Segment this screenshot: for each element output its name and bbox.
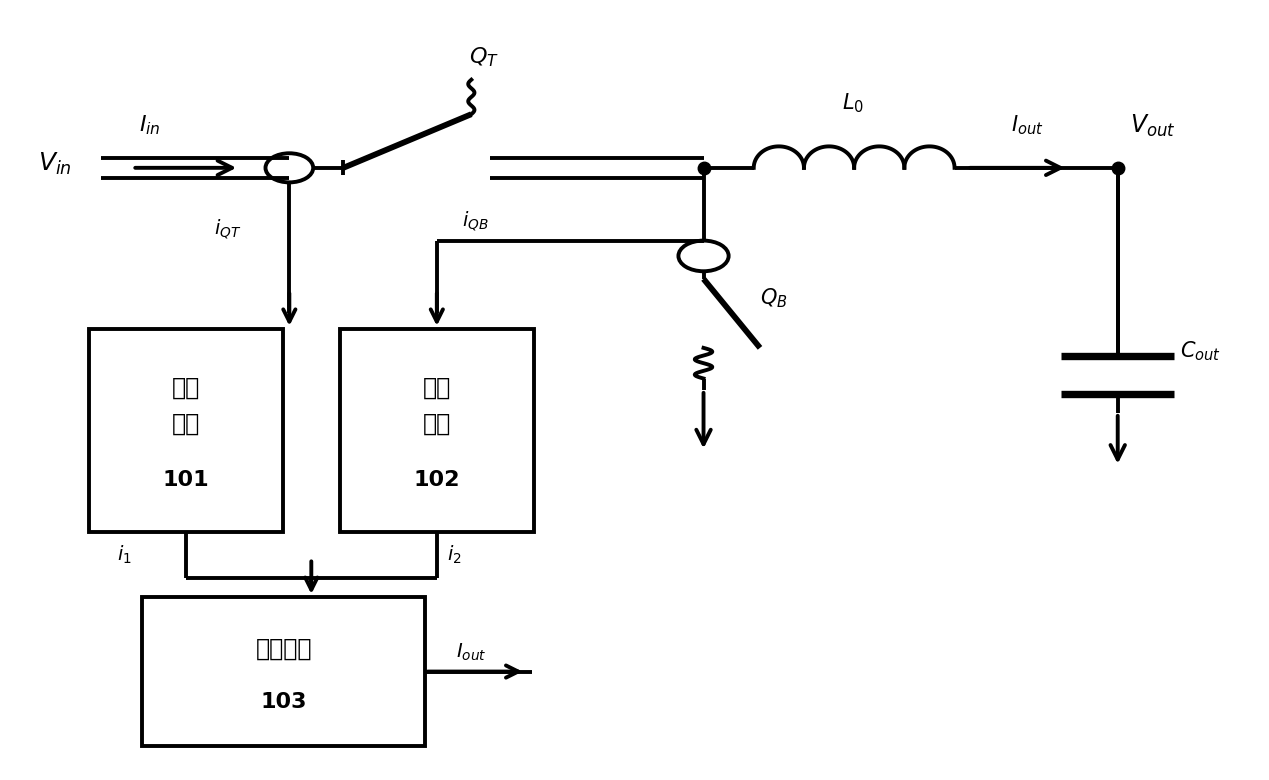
Text: $Q_T$: $Q_T$	[470, 45, 499, 69]
Text: $Q_B$: $Q_B$	[760, 286, 788, 310]
Text: $I_{out}$: $I_{out}$	[1011, 114, 1043, 137]
Text: $i_{QB}$: $i_{QB}$	[462, 210, 489, 233]
Text: $i_{QT}$: $i_{QT}$	[214, 218, 241, 241]
Text: $I_{in}$: $I_{in}$	[138, 114, 160, 137]
Text: 加法电路: 加法电路	[255, 636, 312, 661]
Text: $V_{in}$: $V_{in}$	[38, 151, 72, 177]
Text: 103: 103	[260, 692, 307, 712]
Text: 电路: 电路	[423, 412, 450, 436]
Text: $i_1$: $i_1$	[117, 544, 132, 566]
Text: 滤波: 滤波	[423, 376, 450, 400]
Text: 滤波: 滤波	[171, 376, 201, 400]
Text: 电路: 电路	[171, 412, 201, 436]
Bar	[89, 328, 283, 532]
Text: $I_{out}$: $I_{out}$	[457, 642, 487, 663]
Text: $L_0$: $L_0$	[841, 91, 864, 115]
Text: $V_{out}$: $V_{out}$	[1131, 112, 1176, 139]
Text: 101: 101	[162, 470, 209, 490]
Text: $C_{out}$: $C_{out}$	[1180, 340, 1222, 363]
Bar	[142, 597, 425, 746]
Text: $i_2$: $i_2$	[447, 544, 462, 566]
Text: 102: 102	[414, 470, 461, 490]
Bar	[340, 328, 534, 532]
